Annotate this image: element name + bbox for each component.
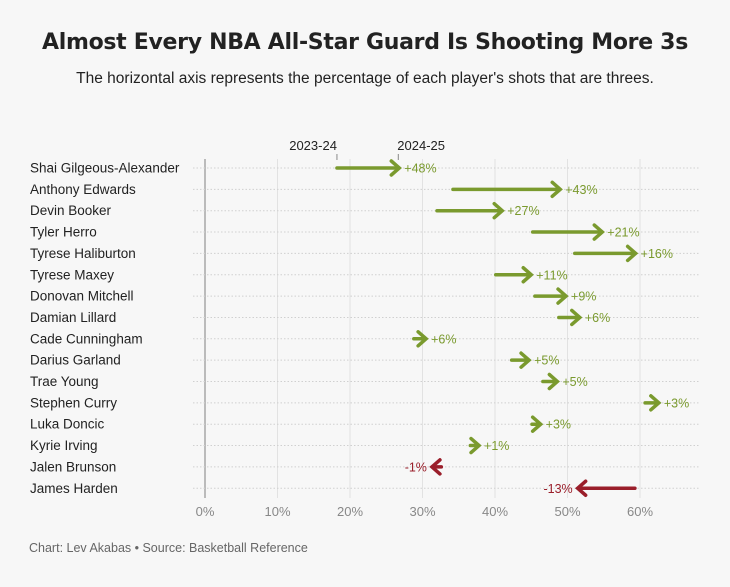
change-label: +3% [546,418,571,432]
arrow-head [519,351,532,369]
arrow-head [547,372,561,391]
row-guides [193,167,700,489]
player-label: Darius Garland [30,353,121,368]
chart-subtitle: The horizontal axis represents the perce… [76,70,654,87]
x-tick-label: 30% [409,504,435,519]
x-tick-label: 50% [554,504,580,519]
x-tick-label: 10% [264,504,290,519]
arrow-donovan-mitchell: +9% [533,287,596,305]
change-label: +9% [571,290,596,304]
player-label: James Harden [30,481,118,496]
arrow-jalen-brunson: -1% [405,458,444,476]
series-label-start: 2023-24 [289,138,337,153]
arrow-tyrese-maxey: +11% [493,266,568,284]
change-label: -1% [405,460,427,474]
arrow-head [574,479,588,497]
chart-title: Almost Every NBA All-Star Guard Is Shoot… [41,30,688,55]
change-label: +5% [534,354,559,368]
change-label: +27% [507,204,539,218]
change-label: -13% [543,482,572,496]
arrow-tyler-herro: +21% [530,223,640,241]
player-label: Donovan Mitchell [30,289,134,304]
change-label: +6% [431,332,456,346]
arrow-head [649,394,662,412]
arrow-head [625,244,639,263]
series-labels: 2023-24 2024-25 [289,138,445,160]
player-label: Tyrese Haliburton [30,246,136,261]
player-label: Jalen Brunson [30,459,116,474]
series-label-end: 2024-25 [397,138,445,153]
arrow-head [530,415,544,433]
player-label: Cade Cunningham [30,331,143,346]
grid-lines [204,159,641,498]
arrow-trae-young: +5% [541,372,588,391]
arrow-head [469,436,482,455]
arrow-head [492,201,505,220]
arrow-head [592,223,605,241]
arrow-head [429,458,442,476]
x-tick-label: 60% [627,504,653,519]
arrow-anthony-edwards: +43% [451,180,598,199]
change-label: +48% [404,162,436,176]
arrow-head [521,266,534,284]
arrow-stephen-curry: +3% [643,394,689,412]
chart-footer: Chart: Lev Akabas • Source: Basketball R… [29,541,308,555]
player-label: Tyrese Maxey [30,267,114,282]
x-tick-label: 40% [482,504,508,519]
arrow-devin-booker: +27% [435,201,540,220]
change-label: +1% [484,439,509,453]
player-label: Anthony Edwards [30,182,136,197]
arrow-luka-doncic: +3% [530,415,571,433]
arrow-damian-lillard: +6% [557,308,610,327]
arrow-head [389,159,402,177]
change-label: +6% [585,311,610,325]
player-label: Stephen Curry [30,395,117,410]
change-label: +16% [641,247,673,261]
change-label: +43% [565,183,597,197]
arrow-darius-garland: +5% [509,351,559,369]
change-label: +11% [536,268,567,282]
change-label: +21% [607,226,639,240]
change-label: +5% [562,375,587,389]
player-label: Devin Booker [30,203,112,218]
player-label: Tyler Herro [30,225,97,240]
arrow-shai-gilgeous-alexander: +48% [335,159,437,177]
arrow-head [550,180,563,199]
x-tick-label: 0% [196,504,215,519]
player-label: Luka Doncic [30,417,105,432]
arrow-head [570,308,583,327]
arrow-cade-cunningham: +6% [412,330,457,348]
arrow-tyrese-haliburton: +16% [573,244,673,263]
arrows: +48% +43% +27% +21%+16% +11% +9% +6% +6% +5%+5% +… [335,159,689,497]
player-label: Damian Lillard [30,310,116,325]
player-label: Kyrie Irving [30,438,98,453]
arrow-head [556,287,569,305]
arrow-kyrie-irving: +1% [468,436,509,455]
arrow-james-harden: -13% [543,479,637,497]
x-axis-ticks: 0% 10% 20% 30% 40% 50% 60% [196,504,654,519]
change-label: +3% [664,396,689,410]
arrow-head [416,330,429,348]
x-tick-label: 20% [337,504,363,519]
player-label: Shai Gilgeous-Alexander [30,161,180,176]
player-label: Trae Young [30,374,99,389]
player-labels: Shai Gilgeous-Alexander Anthony Edwards De… [30,161,180,496]
